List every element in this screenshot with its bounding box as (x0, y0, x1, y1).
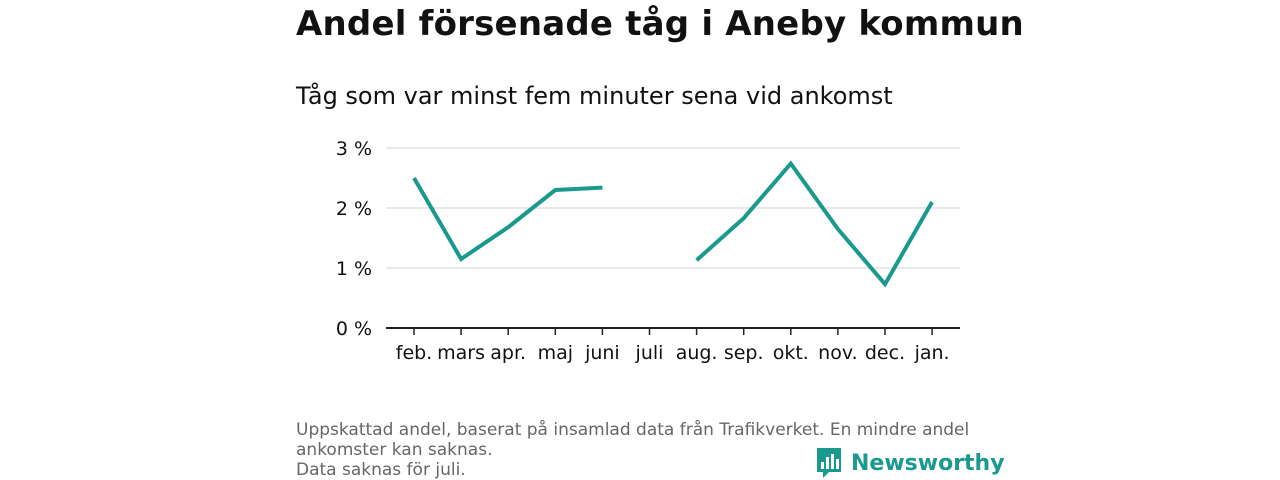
y-tick-label: 2 % (336, 198, 372, 220)
x-tick-label: aug. (676, 342, 718, 364)
y-tick-label: 0 % (336, 318, 372, 340)
brand-name: Newsworthy (851, 450, 1005, 476)
x-tick-label: maj (538, 342, 573, 364)
y-tick-label: 1 % (336, 258, 372, 280)
chart-subtitle: Tåg som var minst fem minuter sena vid a… (296, 82, 893, 110)
brand-logo: Newsworthy (815, 446, 1005, 480)
x-tick-label: juni (584, 342, 620, 364)
x-tick-label: nov. (818, 342, 857, 364)
series-lines (412, 160, 934, 288)
x-tick-label: jan. (914, 342, 950, 364)
chart-card: Andel försenade tåg i Aneby kommun Tåg s… (296, 0, 1024, 480)
footer-missing-note: Data saknas för juli. (296, 460, 466, 480)
bar-chart-logo-icon (817, 448, 841, 478)
x-tick-label: apr. (490, 342, 526, 364)
x-tick-label: sep. (724, 342, 764, 364)
x-tick-label: juli (635, 342, 664, 364)
gridlines (386, 147, 960, 269)
x-tick-label: feb. (396, 342, 432, 364)
line-chart: 0 % 1 % 2 % 3 % feb. mars apr. maj juni juli aug.… (336, 138, 960, 364)
x-tick-label: dec. (865, 342, 905, 364)
y-tick-label: 3 % (336, 138, 372, 160)
chart-footer: Uppskattad andel, baserat på insamlad da… (296, 420, 996, 480)
footer-note: Uppskattad andel, baserat på insamlad da… (296, 420, 970, 460)
x-tick-label: mars (437, 342, 485, 364)
chart-title: Andel försenade tåg i Aneby kommun (296, 4, 1024, 44)
x-tick-label: okt. (773, 342, 809, 364)
series-line-segment (412, 176, 603, 262)
y-axis-ticks: 0 % 1 % 2 % 3 % (336, 138, 372, 340)
series-line-segment (695, 160, 934, 288)
x-axis-ticks: feb. mars apr. maj juni juli aug. sep. okt. nov. d… (396, 328, 950, 364)
